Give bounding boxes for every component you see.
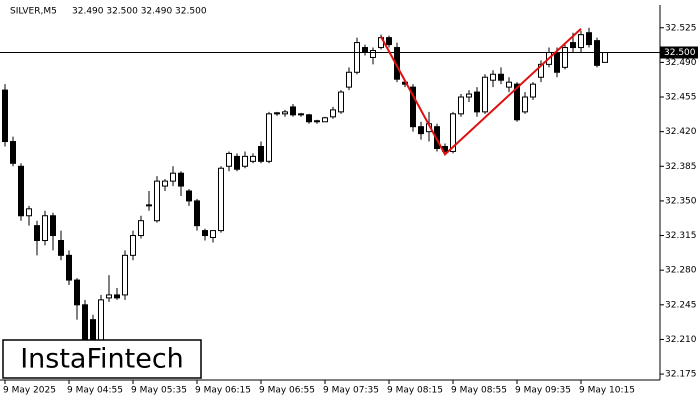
candle-body — [98, 299, 104, 345]
x-tick-label: 9 May 04:55 — [67, 386, 123, 396]
y-tick-label: 32.315 — [665, 231, 697, 241]
y-tick-label: 32.280 — [665, 266, 697, 276]
candle-body — [498, 73, 504, 81]
candle-body — [354, 42, 360, 73]
candle-body — [226, 152, 232, 167]
candle-body — [82, 304, 88, 345]
candle-body — [218, 167, 224, 232]
candle-body — [466, 93, 472, 98]
x-tick-label: 9 May 08:15 — [387, 386, 443, 396]
pattern-line — [380, 28, 582, 157]
candle-body — [130, 235, 136, 256]
y-tick-label: 32.525 — [665, 23, 697, 33]
candle-body — [258, 145, 264, 162]
candle-body — [170, 172, 176, 182]
candle-body — [338, 91, 344, 113]
price-box — [660, 46, 698, 59]
candle-body — [250, 155, 256, 162]
candle-body — [186, 190, 192, 202]
x-tick-label: 9 May 2025 — [3, 386, 56, 396]
candle-body — [530, 83, 536, 98]
candle-body — [74, 279, 80, 306]
candle-body — [282, 111, 288, 115]
symbol: SILVER,M5 — [10, 7, 57, 17]
candle-body — [34, 225, 40, 241]
y-tick-label: 32.350 — [665, 196, 697, 206]
candle-body — [26, 208, 32, 217]
candle-body — [554, 51, 560, 73]
logo-box — [2, 339, 202, 379]
candle-body — [490, 73, 496, 81]
candle-body — [370, 50, 376, 58]
candle-body — [234, 155, 240, 170]
x-tick-label: 9 May 10:15 — [579, 386, 635, 396]
candle-body — [242, 155, 248, 167]
candle-body — [346, 71, 352, 88]
candle-body — [562, 47, 568, 68]
candle-body — [298, 113, 304, 116]
candle-body — [290, 106, 296, 116]
candle-body — [114, 294, 120, 299]
candle-body — [570, 42, 576, 49]
candle-body — [306, 114, 312, 123]
x-tick-label: 9 May 06:15 — [195, 386, 251, 396]
plot — [2, 27, 608, 370]
candle-body — [210, 230, 216, 239]
y-tick-label: 32.455 — [665, 93, 697, 103]
candle-body — [178, 172, 184, 187]
candle-body — [146, 204, 152, 207]
candle-body — [474, 91, 480, 113]
candle-body — [386, 37, 392, 46]
candle-body — [586, 32, 592, 46]
candle-body — [50, 215, 56, 237]
y-tick-label: 32.175 — [665, 370, 697, 380]
candle-body — [506, 81, 512, 88]
candle-body — [194, 200, 200, 227]
candle-body — [362, 47, 368, 53]
candle-body — [314, 120, 320, 123]
y-tick-label: 32.210 — [665, 335, 697, 345]
y-tick-label: 32.245 — [665, 300, 697, 310]
candle-body — [154, 180, 160, 222]
candle-body — [106, 294, 112, 299]
candle-body — [18, 165, 24, 217]
candle-body — [418, 126, 424, 135]
candle-body — [42, 215, 48, 241]
y-tick-label: 32.420 — [665, 127, 697, 137]
y-tick-label: 32.385 — [665, 162, 697, 172]
candle-body — [434, 126, 440, 149]
y-tick-label: 32.490 — [665, 58, 697, 68]
price-label: 32.500 — [664, 48, 696, 58]
candle-body — [578, 34, 584, 49]
candle-body — [482, 76, 488, 113]
candle-body — [602, 51, 608, 63]
candle-body — [450, 113, 456, 152]
candle-body — [2, 89, 8, 143]
candle-body — [10, 141, 16, 164]
candle-body — [322, 117, 328, 123]
candle-body — [410, 86, 416, 128]
candle-body — [266, 113, 272, 162]
candle-body — [162, 180, 168, 187]
candle-body — [58, 239, 64, 256]
x-tick-label: 9 May 08:55 — [451, 386, 507, 396]
x-tick-label: 9 May 07:35 — [323, 386, 379, 396]
x-tick-label: 9 May 06:55 — [259, 386, 315, 396]
candle-body — [514, 83, 520, 121]
candle-body — [122, 254, 128, 296]
candle-body — [66, 254, 72, 281]
candle-body — [274, 112, 280, 115]
x-tick-label: 9 May 05:35 — [131, 386, 187, 396]
candle-body — [330, 109, 336, 118]
candle-body — [458, 96, 464, 115]
logo: InstaFintech — [20, 344, 184, 375]
candle-body — [138, 220, 144, 237]
ohlc-text: 32.490 32.500 32.490 32.500 — [72, 7, 207, 17]
candle-body — [202, 230, 208, 237]
x-tick-label: 9 May 09:35 — [515, 386, 571, 396]
candle-body — [522, 96, 528, 113]
